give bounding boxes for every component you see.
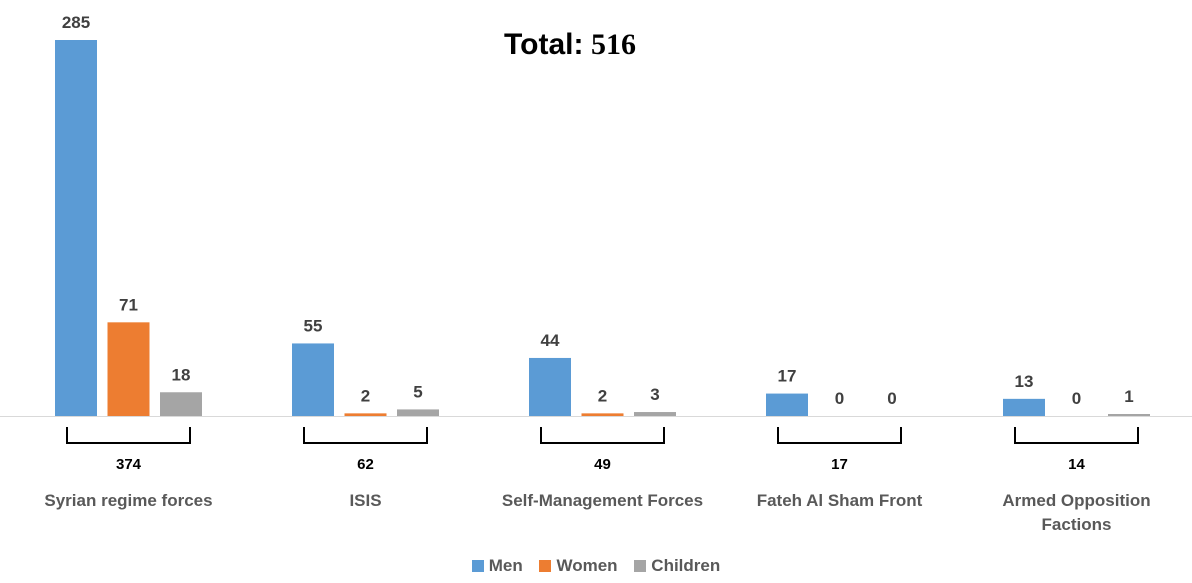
bar-women-2 <box>581 413 624 416</box>
bar-women-0 <box>107 322 150 416</box>
group-bracket-3 <box>777 427 902 444</box>
data-label-men-4: 13 <box>1015 372 1034 391</box>
data-label-men-2: 44 <box>541 331 560 350</box>
bars-layer <box>55 40 1150 416</box>
data-label-women-2: 2 <box>598 386 607 405</box>
bar-children-4 <box>1108 414 1150 416</box>
data-label-children-2: 3 <box>650 385 659 404</box>
labels-layer: 285 71 18 374 Syrian regime forces 55 2 5 62 ISIS… <box>44 13 1150 534</box>
data-label-children-1: 5 <box>413 382 422 401</box>
data-label-men-0: 285 <box>62 13 90 32</box>
bar-women-1 <box>344 413 387 416</box>
x-tick-label-3: Fateh Al Sham Front <box>757 491 923 510</box>
chart-title-label: Total: <box>504 28 584 61</box>
data-label-children-3: 0 <box>887 389 896 408</box>
group-total-label-4: 14 <box>1068 456 1085 473</box>
data-label-women-0: 71 <box>119 295 138 314</box>
bar-children-1 <box>397 409 439 416</box>
x-tick-label-0: Syrian regime forces <box>44 491 212 510</box>
legend-swatch-women <box>539 560 552 572</box>
legend-item-women: Women <box>539 556 618 576</box>
group-total-label-1: 62 <box>357 456 374 473</box>
data-label-children-0: 18 <box>172 365 191 384</box>
legend-item-men: Men <box>471 556 523 576</box>
legend-label-women: Women <box>556 556 618 575</box>
data-label-men-1: 55 <box>304 316 323 335</box>
bar-children-2 <box>634 412 676 416</box>
data-label-men-3: 17 <box>778 367 797 386</box>
x-tick-label-2: Self-Management Forces <box>502 491 703 510</box>
data-label-women-3: 0 <box>835 389 844 408</box>
chart-title: Total: 516 <box>0 28 1140 62</box>
bar-men-1 <box>292 343 334 416</box>
bar-men-4 <box>1003 398 1045 416</box>
x-tick-label-1: ISIS <box>349 491 381 510</box>
group-bracket-0 <box>66 427 191 444</box>
legend-swatch-children <box>634 560 647 572</box>
bar-men-0 <box>55 40 97 416</box>
legend-label-children: Children <box>651 556 721 575</box>
group-bracket-4 <box>1014 427 1139 444</box>
group-total-label-2: 49 <box>594 456 611 473</box>
x-tick-label-4-line-0: Armed Opposition <box>1002 491 1150 510</box>
legend-label-men: Men <box>488 556 523 575</box>
data-label-children-4: 1 <box>1124 387 1133 406</box>
group-total-label-0: 374 <box>116 456 142 473</box>
bar-men-2 <box>529 357 571 416</box>
group-bracket-1 <box>303 427 428 444</box>
bar-children-0 <box>160 392 202 416</box>
x-tick-label-4-line-1: Factions <box>1042 515 1112 534</box>
legend-item-children: Children <box>634 556 720 576</box>
legend-swatch-men <box>471 560 484 572</box>
group-total-label-3: 17 <box>831 456 848 473</box>
legend: Men Women Children <box>0 556 1192 576</box>
chart-title-value: 516 <box>590 28 636 61</box>
group-bracket-2 <box>540 427 665 444</box>
data-label-women-1: 2 <box>361 386 370 405</box>
bar-men-3 <box>766 393 808 416</box>
data-label-women-4: 0 <box>1072 389 1081 408</box>
